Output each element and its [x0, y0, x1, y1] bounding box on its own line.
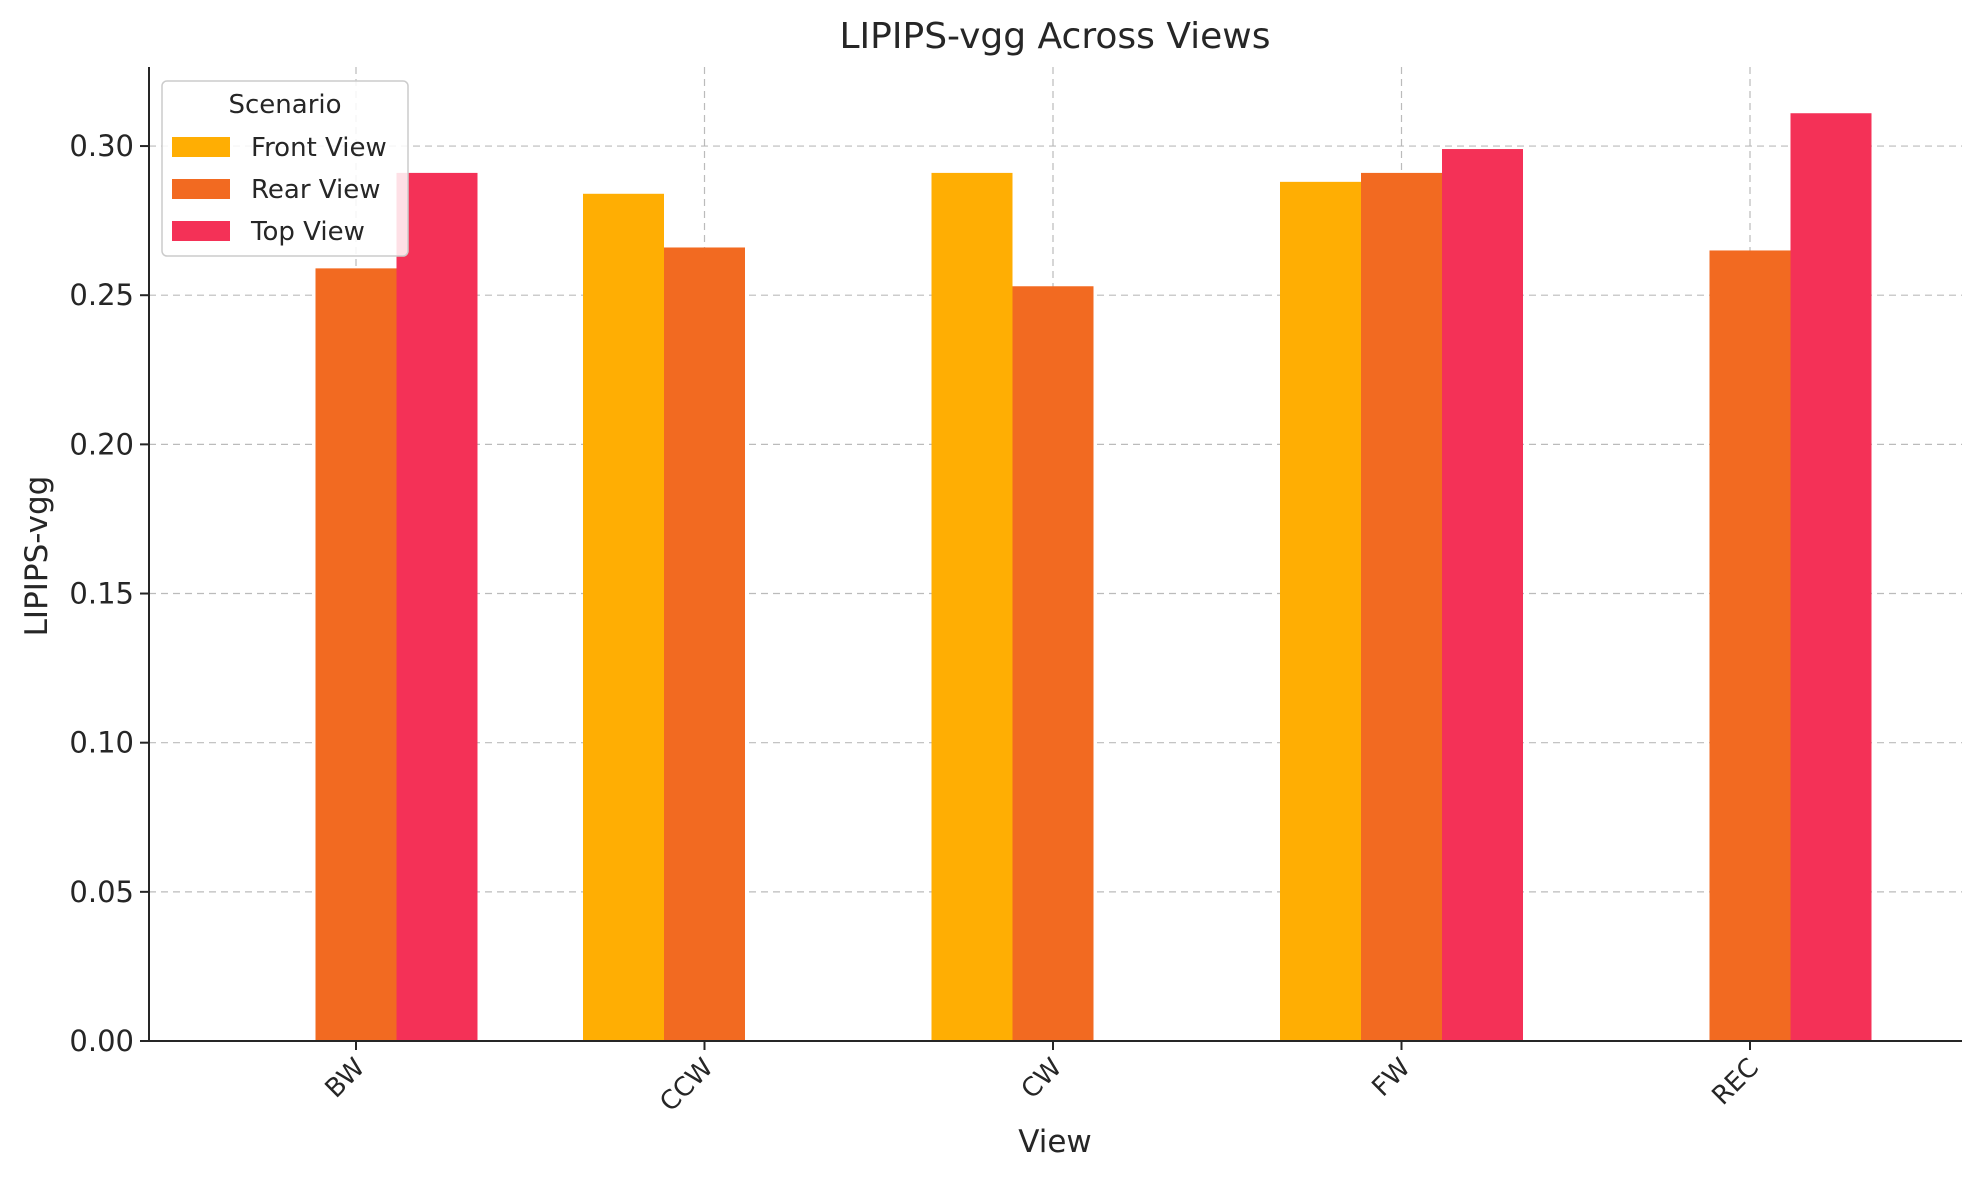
y-axis-label: LIPIPS-vgg — [19, 476, 55, 637]
y-tick-label: 0.20 — [69, 427, 134, 461]
bar-front-view-cw — [931, 172, 1013, 1042]
y-tick-label: 0.00 — [69, 1024, 134, 1058]
legend-frame — [161, 80, 409, 257]
bar-top-view-bw — [396, 172, 478, 1042]
y-tick-label: 0.05 — [69, 875, 134, 909]
x-tick-label: CCW — [654, 1053, 719, 1118]
bar-front-view-fw — [1280, 181, 1361, 1042]
bar-layer — [315, 113, 1872, 1042]
x-tick-label: REC — [1707, 1053, 1765, 1111]
x-tick-label: FW — [1366, 1053, 1416, 1103]
bar-rear-view-fw — [1361, 172, 1442, 1042]
legend-swatch — [172, 179, 230, 199]
bar-rear-view-bw — [315, 268, 397, 1042]
chart-title: LIPIPS-vgg Across Views — [840, 16, 1271, 57]
legend-label: Rear View — [251, 175, 380, 205]
legend-title: Scenario — [228, 90, 341, 120]
bar-front-view-ccw — [583, 193, 664, 1042]
bar-rear-view-ccw — [664, 247, 745, 1042]
legend-label: Front View — [251, 133, 387, 163]
bar-rear-view-rec — [1709, 250, 1791, 1042]
x-tick-label: CW — [1016, 1053, 1068, 1105]
bar-rear-view-cw — [1012, 286, 1094, 1042]
legend-swatch — [172, 137, 230, 157]
y-tick-label: 0.10 — [69, 726, 134, 760]
legend-items: Front View Rear View Top View — [172, 133, 387, 247]
legend-swatch — [172, 221, 230, 241]
x-axis-label: View — [1018, 1124, 1092, 1160]
y-tick-label: 0.30 — [69, 129, 134, 163]
legend-label: Top View — [250, 217, 365, 247]
y-tick-label: 0.25 — [69, 278, 134, 312]
legend: Scenario Front View Rear View Top View — [161, 80, 409, 257]
bar-top-view-fw — [1442, 149, 1523, 1042]
bar-top-view-rec — [1790, 113, 1872, 1042]
y-tick-label: 0.15 — [69, 577, 134, 611]
axis-layer: 0.00 0.05 0.10 0.15 0.20 0.25 0.30 BW CCW CW FW REC — [69, 67, 1962, 1118]
x-tick-label: BW — [320, 1053, 371, 1104]
